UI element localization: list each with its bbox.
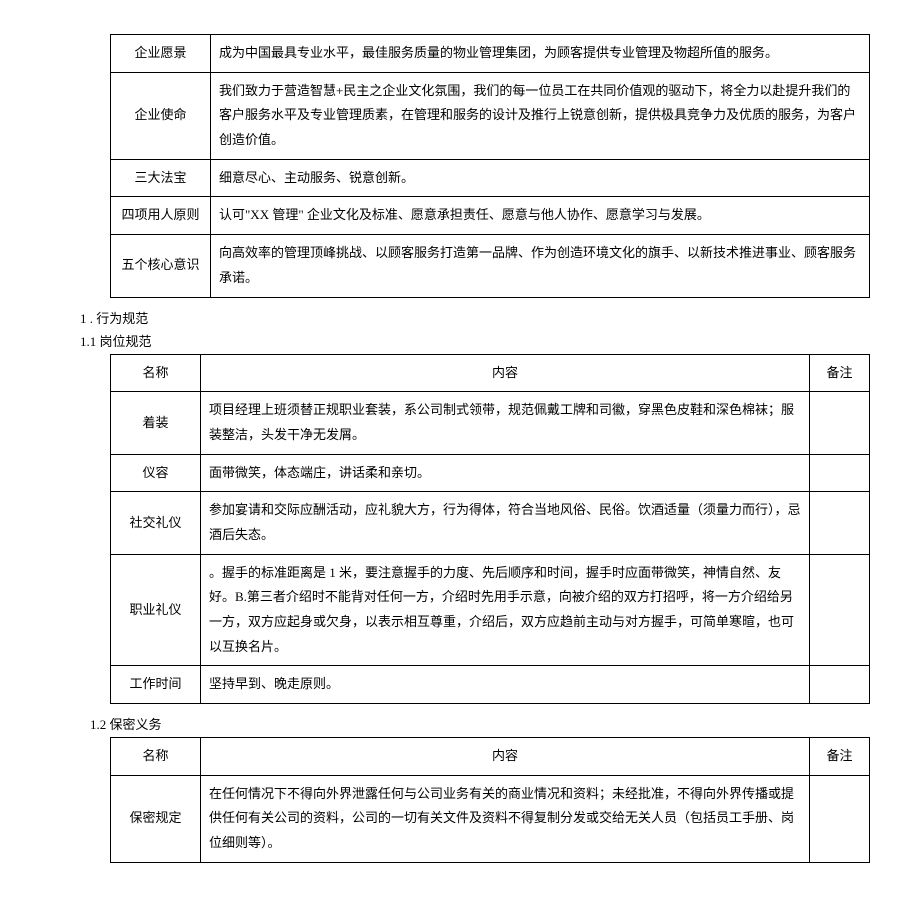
row-name: 保密规定 — [111, 775, 201, 862]
row-content: 项目经理上班须替正规职业套装，系公司制式领带，规范佩戴工牌和司徽，穿黑色皮鞋和深… — [201, 392, 810, 454]
table-row: 保密规定在任何情况下不得向外界泄露任何与公司业务有关的商业情况和资料；未经批准，… — [111, 775, 870, 862]
row-content: 成为中国最具专业水平，最佳服务质量的物业管理集团，为顾客提供专业管理及物超所值的… — [211, 35, 870, 73]
table-row: 工作时间坚持早到、晚走原则。 — [111, 666, 870, 704]
row-name: 企业愿景 — [111, 35, 211, 73]
row-note — [810, 666, 870, 704]
row-note — [810, 392, 870, 454]
table-row: 企业使命我们致力于营造智慧+民主之企业文化氛围，我们的每一位员工在共同价值观的驱… — [111, 72, 870, 159]
t2-header-note: 备注 — [810, 354, 870, 392]
row-name: 企业使命 — [111, 72, 211, 159]
row-name: 四项用人原则 — [111, 197, 211, 235]
confidentiality-table: 名称 内容 备注 保密规定在任何情况下不得向外界泄露任何与公司业务有关的商业情况… — [110, 737, 870, 863]
section-1-title: 1 . 行为规范 — [80, 308, 870, 327]
section-1-1-title: 1.1 岗位规范 — [80, 331, 870, 350]
table-row: 五个核心意识向高效率的管理顶峰挑战、以顾客服务打造第一品牌、作为创造环境文化的旗… — [111, 235, 870, 297]
row-name: 仪容 — [111, 454, 201, 492]
row-name: 三大法宝 — [111, 159, 211, 197]
row-content: 参加宴请和交际应酬活动，应礼貌大方，行为得体，符合当地风俗、民俗。饮酒适量（须量… — [201, 492, 810, 554]
row-name: 着装 — [111, 392, 201, 454]
row-note — [810, 775, 870, 862]
row-content: 。握手的标准距离是 1 米，要注意握手的力度、先后顺序和时间，握手时应面带微笑，… — [201, 554, 810, 666]
table1-body: 企业愿景成为中国最具专业水平，最佳服务质量的物业管理集团，为顾客提供专业管理及物… — [111, 35, 870, 298]
table-row: 三大法宝细意尽心、主动服务、锐意创新。 — [111, 159, 870, 197]
table2-body: 着装项目经理上班须替正规职业套装，系公司制式领带，规范佩戴工牌和司徽，穿黑色皮鞋… — [111, 392, 870, 704]
table-row: 仪容面带微笑，体态端庄，讲话柔和亲切。 — [111, 454, 870, 492]
table-row: 职业礼仪。握手的标准距离是 1 米，要注意握手的力度、先后顺序和时间，握手时应面… — [111, 554, 870, 666]
section-1-2-title: 1.2 保密义务 — [90, 714, 870, 733]
row-name: 社交礼仪 — [111, 492, 201, 554]
row-note — [810, 492, 870, 554]
row-content: 面带微笑，体态端庄，讲话柔和亲切。 — [201, 454, 810, 492]
row-content: 认可"XX 管理" 企业文化及标准、愿意承担责任、愿意与他人协作、愿意学习与发展… — [211, 197, 870, 235]
row-note — [810, 554, 870, 666]
table-row: 社交礼仪参加宴请和交际应酬活动，应礼貌大方，行为得体，符合当地风俗、民俗。饮酒适… — [111, 492, 870, 554]
t2-header-content: 内容 — [201, 354, 810, 392]
row-note — [810, 454, 870, 492]
row-content: 向高效率的管理顶峰挑战、以顾客服务打造第一品牌、作为创造环境文化的旗手、以新技术… — [211, 235, 870, 297]
t3-header-name: 名称 — [111, 738, 201, 776]
row-name: 职业礼仪 — [111, 554, 201, 666]
table-row: 企业愿景成为中国最具专业水平，最佳服务质量的物业管理集团，为顾客提供专业管理及物… — [111, 35, 870, 73]
table-row: 着装项目经理上班须替正规职业套装，系公司制式领带，规范佩戴工牌和司徽，穿黑色皮鞋… — [111, 392, 870, 454]
t2-header-name: 名称 — [111, 354, 201, 392]
table3-body: 保密规定在任何情况下不得向外界泄露任何与公司业务有关的商业情况和资料；未经批准，… — [111, 775, 870, 862]
corporate-values-table: 企业愿景成为中国最具专业水平，最佳服务质量的物业管理集团，为顾客提供专业管理及物… — [110, 34, 870, 298]
row-name: 五个核心意识 — [111, 235, 211, 297]
job-spec-table: 名称 内容 备注 着装项目经理上班须替正规职业套装，系公司制式领带，规范佩戴工牌… — [110, 354, 870, 705]
row-content: 坚持早到、晚走原则。 — [201, 666, 810, 704]
row-content: 在任何情况下不得向外界泄露任何与公司业务有关的商业情况和资料；未经批准，不得向外… — [201, 775, 810, 862]
row-content: 我们致力于营造智慧+民主之企业文化氛围，我们的每一位员工在共同价值观的驱动下，将… — [211, 72, 870, 159]
t3-header-note: 备注 — [810, 738, 870, 776]
row-content: 细意尽心、主动服务、锐意创新。 — [211, 159, 870, 197]
t3-header-content: 内容 — [201, 738, 810, 776]
table-row: 四项用人原则认可"XX 管理" 企业文化及标准、愿意承担责任、愿意与他人协作、愿… — [111, 197, 870, 235]
row-name: 工作时间 — [111, 666, 201, 704]
